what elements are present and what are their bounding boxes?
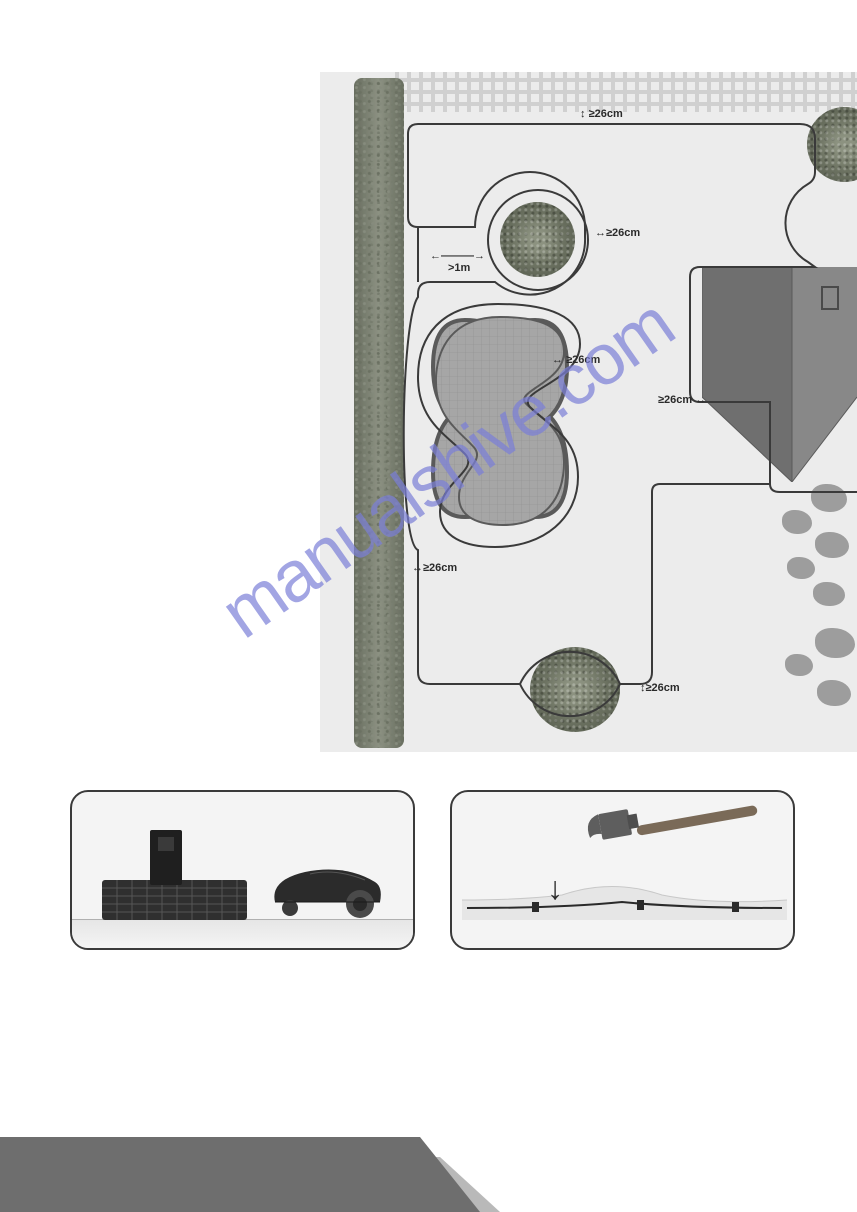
label-pool-right: ↔ ≥26cm: [552, 354, 600, 366]
label-corridor: ←———→>1m: [430, 250, 485, 274]
charging-station-icon: [102, 825, 247, 920]
hammer-icon: [582, 804, 762, 869]
photo-charging-station-mower: [70, 790, 415, 950]
down-arrow-icon: ↓: [547, 870, 563, 907]
label-house-left: ≥26cm ↔: [658, 394, 706, 406]
label-top-fence: ↕ ≥26cm: [580, 108, 623, 120]
photo-hammer-wire-pegs: ↓: [450, 790, 795, 950]
boundary-wire: [320, 72, 857, 752]
ground-with-wire-icon: [462, 870, 787, 920]
page-footer-shape: [0, 1092, 500, 1212]
label-bottom: ↕≥26cm: [640, 682, 680, 694]
label-hedge-left: ↔≥26cm: [412, 562, 457, 574]
label-bush-right: ↔≥26cm: [595, 227, 640, 239]
garden-layout-diagram: // pergola slats (function(){ const p = …: [320, 72, 857, 752]
robot-mower-icon: [265, 862, 385, 920]
